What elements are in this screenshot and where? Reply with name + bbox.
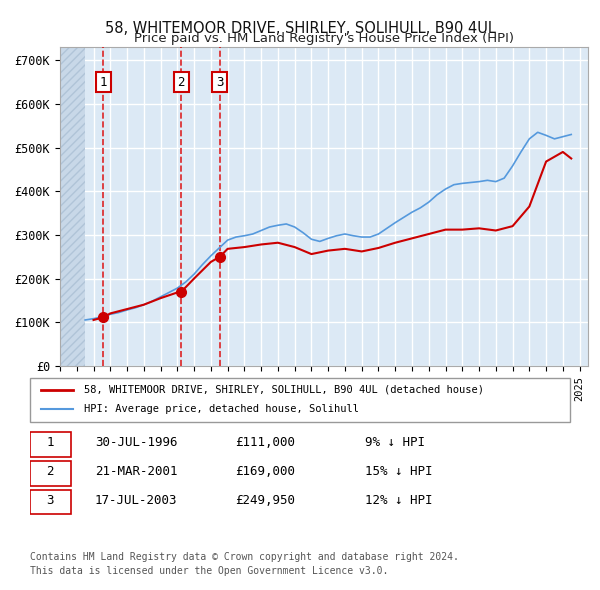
Text: HPI: Average price, detached house, Solihull: HPI: Average price, detached house, Soli… [84, 405, 359, 414]
Text: Contains HM Land Registry data © Crown copyright and database right 2024.: Contains HM Land Registry data © Crown c… [30, 552, 459, 562]
Bar [60, 47, 85, 366]
Text: 2: 2 [46, 464, 54, 478]
Text: 1: 1 [46, 435, 54, 449]
Text: 58, WHITEMOOR DRIVE, SHIRLEY, SOLIHULL, B90 4UL (detached house): 58, WHITEMOOR DRIVE, SHIRLEY, SOLIHULL, … [84, 385, 484, 395]
Text: 2: 2 [177, 76, 185, 88]
FancyBboxPatch shape [30, 432, 71, 457]
Text: £249,950: £249,950 [235, 493, 295, 507]
Text: This data is licensed under the Open Government Licence v3.0.: This data is licensed under the Open Gov… [30, 566, 388, 576]
Text: £169,000: £169,000 [235, 464, 295, 478]
Text: 17-JUL-2003: 17-JUL-2003 [95, 493, 178, 507]
FancyBboxPatch shape [30, 490, 71, 514]
Text: 1: 1 [100, 76, 107, 88]
Text: 21-MAR-2001: 21-MAR-2001 [95, 464, 178, 478]
Text: 30-JUL-1996: 30-JUL-1996 [95, 435, 178, 449]
Text: 12% ↓ HPI: 12% ↓ HPI [365, 493, 432, 507]
Text: 58, WHITEMOOR DRIVE, SHIRLEY, SOLIHULL, B90 4UL: 58, WHITEMOOR DRIVE, SHIRLEY, SOLIHULL, … [104, 21, 496, 35]
Text: 3: 3 [46, 493, 54, 507]
Text: 3: 3 [216, 76, 224, 88]
FancyBboxPatch shape [30, 378, 570, 422]
Text: £111,000: £111,000 [235, 435, 295, 449]
Text: 15% ↓ HPI: 15% ↓ HPI [365, 464, 432, 478]
FancyBboxPatch shape [30, 461, 71, 486]
Text: 9% ↓ HPI: 9% ↓ HPI [365, 435, 425, 449]
Title: Price paid vs. HM Land Registry's House Price Index (HPI): Price paid vs. HM Land Registry's House … [134, 32, 514, 45]
